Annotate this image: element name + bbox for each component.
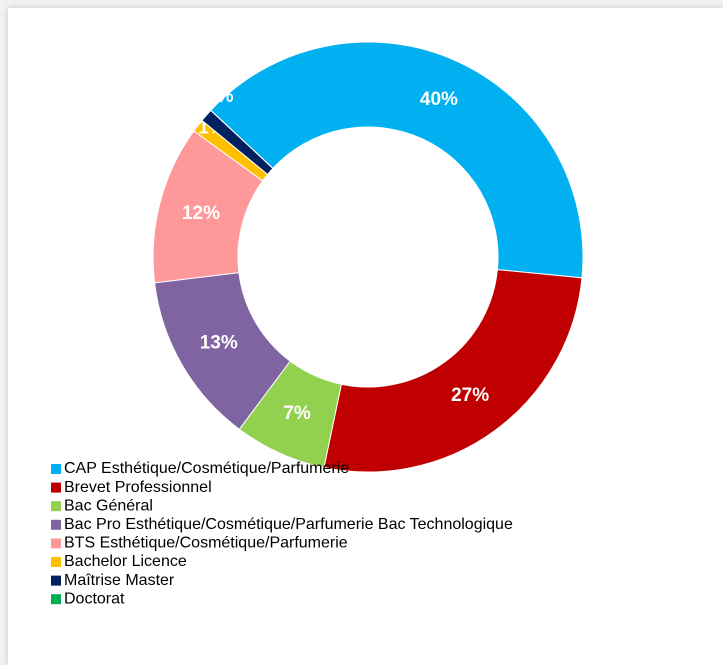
legend-swatch <box>51 519 61 530</box>
legend-swatch <box>51 538 61 549</box>
legend-label: Doctorat <box>64 590 125 607</box>
legend-label: Maîtrise Master <box>64 572 175 589</box>
donut-slice <box>210 41 584 279</box>
legend-swatch <box>51 557 61 567</box>
data-label: 7% <box>283 403 311 424</box>
legend-label: Bac Pro Esthétique/Cosmétique/Parfumerie… <box>64 516 513 533</box>
donut-slice <box>210 110 274 169</box>
data-label: 1% <box>206 86 234 107</box>
legend-label: BTS Esthétique/Cosmétique/Parfumerie <box>64 535 348 552</box>
legend-swatch <box>51 594 61 605</box>
legend-label: CAP Esthétique/Cosmétique/Parfumerie <box>64 460 349 477</box>
data-label: 12% <box>182 203 220 224</box>
legend-label: Bac Général <box>64 497 153 514</box>
legend-swatch <box>51 482 61 493</box>
legend-label: Brevet Professionnel <box>64 479 212 496</box>
data-label: 13% <box>200 332 238 353</box>
donut-slice <box>323 269 583 473</box>
legend-label: Bachelor Licence <box>64 553 187 570</box>
data-label: 40% <box>420 89 458 110</box>
legend-swatch <box>51 575 61 586</box>
data-label: 27% <box>451 385 489 406</box>
legend-swatch <box>51 501 61 512</box>
legend-swatch <box>51 464 61 474</box>
